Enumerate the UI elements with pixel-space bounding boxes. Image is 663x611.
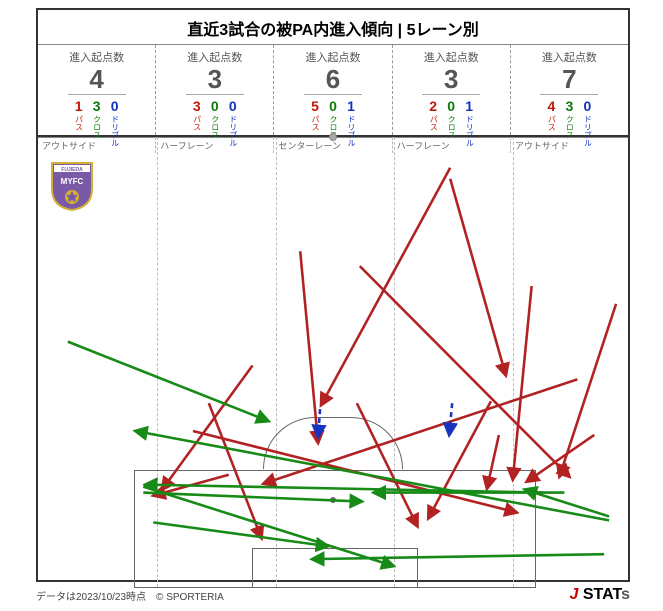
- lane-label: アウトサイド: [511, 137, 628, 153]
- lane-stat-cell: 進入起点数 4 1パス 3クロス 0ドリブル: [38, 45, 156, 135]
- stat-total: 7: [540, 65, 598, 95]
- chart-frame: 直近3試合の被PA内進入傾向 | 5レーン別 進入起点数 4 1パス 3クロス …: [36, 8, 630, 582]
- svg-text:FUJIEDA: FUJIEDA: [61, 167, 83, 173]
- pass-arrow: [487, 435, 499, 489]
- lane-label: アウトサイド: [38, 137, 156, 153]
- jstats-logo: J STATs: [570, 586, 630, 604]
- stat-total: 3: [186, 65, 244, 95]
- stat-total: 3: [422, 65, 480, 95]
- pitch-zone: アウトサイド ハーフレーン センターレーン ハーフレーン アウトサイド FUJI…: [38, 137, 628, 587]
- entry-arrows: [38, 137, 628, 584]
- team-crest-icon: FUJIEDA MYFC: [50, 161, 94, 211]
- pass-arrow: [357, 403, 418, 526]
- chart-title: 直近3試合の被PA内進入傾向 | 5レーン別: [38, 10, 628, 45]
- stat-head: 進入起点数: [511, 49, 628, 65]
- pass-arrow: [513, 286, 532, 480]
- lane-label: センターレーン: [274, 137, 392, 153]
- pass-arrow: [360, 266, 570, 477]
- pass-arrow: [300, 251, 318, 443]
- footer: データは2023/10/23時点 © SPORTERIA J STATs: [36, 586, 630, 604]
- stat-total: 4: [68, 65, 126, 95]
- stat-head: 進入起点数: [38, 49, 155, 65]
- stat-head: 進入起点数: [393, 49, 510, 65]
- cross-arrow: [145, 485, 542, 493]
- cross-arrow: [153, 522, 328, 546]
- footer-note: データは2023/10/23時点 © SPORTERIA: [36, 588, 224, 603]
- lane-label: ハーフレーン: [156, 137, 274, 153]
- pass-arrow: [263, 379, 577, 483]
- stat-head: 進入起点数: [274, 49, 391, 65]
- lane-stat-cell: 進入起点数 6 5パス 0クロス 1ドリブル: [274, 45, 392, 135]
- pass-arrow: [321, 168, 450, 405]
- pass-arrow: [559, 304, 616, 477]
- lane-stat-cell: 進入起点数 3 2パス 0クロス 1ドリブル: [393, 45, 511, 135]
- lane-label-row: アウトサイド ハーフレーン センターレーン ハーフレーン アウトサイド: [38, 137, 628, 153]
- stat-total: 6: [304, 65, 362, 95]
- svg-text:MYFC: MYFC: [61, 177, 84, 186]
- dribble-arrow: [449, 403, 452, 435]
- lane-stats-row: 進入起点数 4 1パス 3クロス 0ドリブル 進入起点数 3 3パス 0クロス …: [38, 45, 628, 137]
- lane-stat-cell: 進入起点数 3 3パス 0クロス 0ドリブル: [156, 45, 274, 135]
- lane-stat-cell: 進入起点数 7 4パス 3クロス 0ドリブル: [511, 45, 628, 135]
- cross-arrow: [68, 342, 269, 421]
- pass-arrow: [450, 179, 506, 376]
- stat-head: 進入起点数: [156, 49, 273, 65]
- lane-label: ハーフレーン: [393, 137, 511, 153]
- pass-arrow: [209, 403, 262, 538]
